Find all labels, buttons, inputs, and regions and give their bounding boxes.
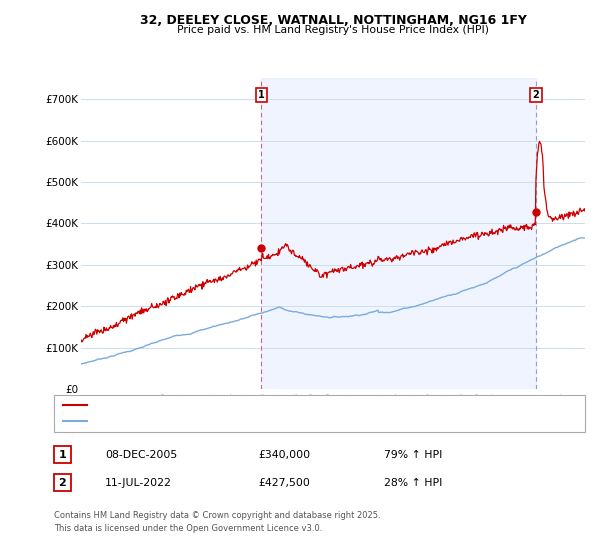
Text: 1: 1 (59, 450, 66, 460)
Text: £340,000: £340,000 (258, 450, 310, 460)
Text: 28% ↑ HPI: 28% ↑ HPI (384, 478, 442, 488)
Text: This data is licensed under the Open Government Licence v3.0.: This data is licensed under the Open Gov… (54, 524, 322, 533)
Text: Price paid vs. HM Land Registry's House Price Index (HPI): Price paid vs. HM Land Registry's House … (177, 25, 489, 35)
Text: 08-DEC-2005: 08-DEC-2005 (105, 450, 177, 460)
Text: 2: 2 (533, 90, 539, 100)
Text: 1: 1 (258, 90, 265, 100)
Bar (262, 78, 536, 389)
Text: 11-JUL-2022: 11-JUL-2022 (105, 478, 172, 488)
Text: 32, DEELEY CLOSE, WATNALL, NOTTINGHAM, NG16 1FY: 32, DEELEY CLOSE, WATNALL, NOTTINGHAM, N… (140, 14, 526, 27)
Text: 2: 2 (59, 478, 66, 488)
Text: Contains HM Land Registry data © Crown copyright and database right 2025.: Contains HM Land Registry data © Crown c… (54, 511, 380, 520)
Text: £427,500: £427,500 (258, 478, 310, 488)
Text: 32, DEELEY CLOSE, WATNALL, NOTTINGHAM, NG16 1FY (detached house): 32, DEELEY CLOSE, WATNALL, NOTTINGHAM, N… (93, 400, 452, 410)
Text: HPI: Average price, detached house, Broxtowe: HPI: Average price, detached house, Brox… (93, 416, 320, 426)
Text: 79% ↑ HPI: 79% ↑ HPI (384, 450, 442, 460)
